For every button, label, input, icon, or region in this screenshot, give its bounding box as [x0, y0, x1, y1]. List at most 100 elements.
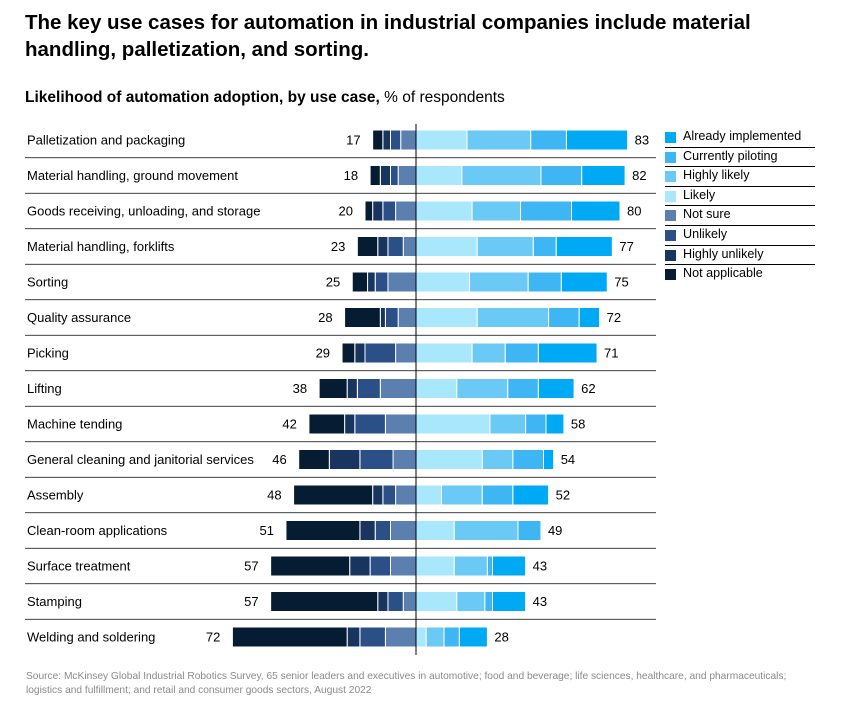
bar-segment-currently-piloting	[527, 271, 562, 293]
bar-segment-highly-likely	[453, 555, 488, 577]
legend-swatch	[665, 269, 676, 281]
bar-segment-unlikely	[364, 342, 397, 364]
bar-segment-unlikely	[359, 449, 394, 470]
bar-segment-likely	[415, 484, 442, 506]
negative-total-label: 57	[244, 559, 258, 574]
legend-item: Not applicable	[665, 265, 815, 285]
bar-segment-unlikely	[387, 591, 404, 612]
bar-segment-likely	[415, 236, 478, 257]
bar-segment-not-applicable	[231, 626, 348, 648]
bar-segment-unlikely	[387, 236, 404, 257]
bar-segment-not-applicable	[364, 200, 374, 222]
legend-label: Highly likely	[683, 168, 750, 183]
bar-segment-highly-likely	[481, 449, 514, 470]
positive-total-label: 28	[494, 630, 508, 645]
bar-segment-already-implemented	[555, 236, 613, 257]
bar-segment-already-implemented	[565, 129, 629, 151]
bar-segment-already-implemented	[581, 165, 626, 186]
bar-segment-highly-unlikely	[377, 236, 389, 257]
bar-segment-not-applicable	[351, 271, 369, 293]
bar-segment-likely	[415, 271, 471, 293]
bar-segment-highly-likely	[471, 342, 506, 364]
bar-segment-not-sure	[387, 271, 417, 293]
category-label: Surface treatment	[27, 559, 131, 574]
bar-segment-already-implemented	[545, 413, 565, 435]
legend-label: Likely	[683, 187, 716, 202]
bar-segment-already-implemented	[578, 307, 601, 328]
bar-segment-unlikely	[354, 413, 386, 435]
bar-segment-not-sure	[379, 378, 417, 399]
bar-segment-highly-likely	[453, 520, 519, 541]
category-label: Assembly	[27, 488, 84, 503]
positive-total-label: 72	[607, 310, 621, 325]
category-label: Material handling, forklifts	[27, 239, 175, 254]
bar-segment-currently-piloting	[512, 449, 545, 470]
bar-segment-currently-piloting	[504, 342, 539, 364]
legend-label: Currently piloting	[683, 148, 778, 163]
bar-segment-highly-unlikely	[349, 555, 371, 577]
positive-total-label: 75	[614, 275, 628, 290]
legend-label: Unlikely	[683, 226, 728, 241]
bar-segment-not-sure	[397, 165, 417, 186]
negative-total-label: 28	[318, 310, 332, 325]
bar-segment-likely	[415, 591, 458, 612]
legend-item: Highly unlikely	[665, 246, 815, 266]
legend-label: Not sure	[683, 207, 731, 222]
bar-segment-highly-unlikely	[379, 307, 386, 328]
legend-swatch	[665, 249, 676, 261]
bar-segment-highly-likely	[466, 129, 532, 151]
bar-segment-highly-likely	[471, 200, 522, 222]
bar-segment-likely	[415, 342, 473, 364]
bar-segment-already-implemented	[512, 484, 550, 506]
bar-segment-highly-unlikely	[344, 413, 356, 435]
bar-segment-not-applicable	[318, 378, 348, 399]
legend-item: Likely	[665, 187, 815, 207]
category-label: Palletization and packaging	[27, 133, 185, 148]
bar-segment-highly-likely	[441, 484, 483, 506]
category-label: Material handling, ground movement	[27, 168, 238, 183]
bar-segment-currently-piloting	[481, 484, 514, 506]
negative-total-label: 46	[272, 452, 286, 467]
category-label: Picking	[27, 346, 69, 361]
bar-segment-highly-unlikely	[382, 129, 392, 151]
bar-segment-highly-unlikely	[359, 520, 376, 541]
bar-segment-unlikely	[359, 626, 386, 648]
bar-segment-highly-unlikely	[372, 200, 384, 222]
bar-segment-not-sure	[390, 555, 417, 577]
bar-segment-unlikely	[390, 129, 402, 151]
positive-total-label: 80	[627, 204, 641, 219]
bar-segment-unlikely	[369, 555, 392, 577]
chart-legend: Already implemented Currently piloting Hig…	[665, 128, 815, 285]
legend-label: Not applicable	[683, 266, 763, 281]
bar-segment-not-applicable	[308, 413, 346, 435]
bar-segment-currently-piloting	[507, 378, 539, 399]
positive-total-label: 82	[632, 168, 646, 183]
bar-segment-unlikely	[382, 200, 397, 222]
bar-segment-not-applicable	[298, 449, 330, 470]
bar-segment-highly-unlikely	[346, 378, 358, 399]
positive-total-label: 58	[571, 417, 585, 432]
bar-segment-not-applicable	[285, 520, 361, 541]
bar-segment-likely	[415, 307, 478, 328]
chart-subtitle: Likelihood of automation adoption, by us…	[25, 89, 505, 107]
bar-segment-currently-piloting	[520, 200, 573, 222]
bar-segment-not-applicable	[369, 165, 381, 186]
legend-label: Already implemented	[683, 129, 802, 143]
bar-segment-not-applicable	[270, 555, 351, 577]
legend-item: Highly likely	[665, 167, 815, 187]
legend-swatch	[665, 151, 676, 163]
bar-segment-highly-unlikely	[379, 165, 391, 186]
bar-segment-not-applicable	[372, 129, 384, 151]
bar-segment-currently-piloting	[525, 413, 547, 435]
negative-total-label: 25	[326, 275, 340, 290]
bar-segment-highly-unlikely	[354, 342, 366, 364]
negative-total-label: 29	[316, 346, 330, 361]
bar-segment-not-applicable	[270, 591, 379, 612]
bar-segment-highly-likely	[476, 307, 550, 328]
bar-segment-likely	[415, 378, 458, 399]
bar-segment-likely	[415, 555, 455, 577]
positive-total-label: 52	[556, 488, 570, 503]
negative-total-label: 51	[259, 523, 273, 538]
negative-total-label: 20	[339, 204, 353, 219]
